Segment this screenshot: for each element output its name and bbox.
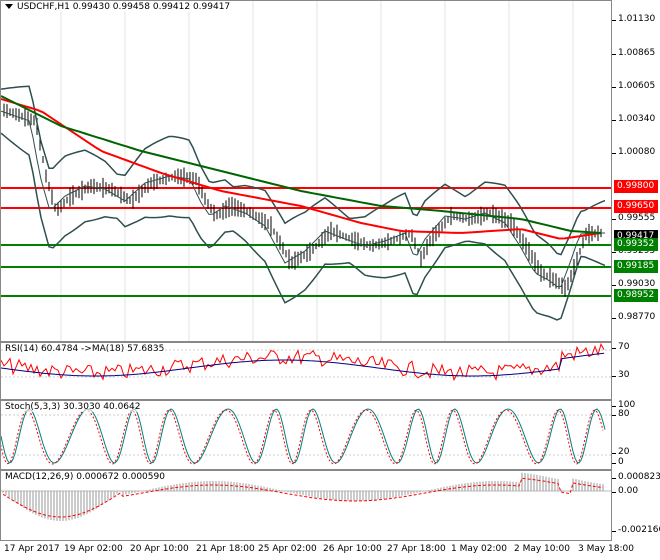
stoch-axis: 100 80 20 0: [611, 400, 660, 470]
symbol-label: USDCHF,H1: [17, 2, 70, 12]
stoch-svg: [1, 408, 611, 465]
macd-axis: 0.000823 0.00 -0.002166: [611, 470, 660, 541]
time-label: 21 Apr 18:00: [196, 544, 255, 554]
macd-signal-line: [2, 477, 604, 518]
time-label: 20 Apr 10:00: [130, 544, 189, 554]
stoch-tick: 20: [611, 447, 630, 457]
macd-title: MACD(12,26,9) 0.000672 0.000590: [5, 472, 165, 482]
stoch-tick: 80: [611, 409, 630, 419]
price-chart-svg: [1, 1, 611, 341]
price-tick: 1.00605: [611, 81, 656, 91]
macd-tick: 0.000823: [612, 472, 660, 482]
macd-svg: [1, 472, 611, 521]
stoch-tick: 0: [612, 457, 624, 467]
ma-green-line: [1, 95, 602, 234]
dropdown-triangle-icon[interactable]: [5, 4, 13, 9]
price-tick: 0.98770: [611, 312, 656, 322]
macd-tick: -0.002166: [611, 525, 660, 535]
time-label: 27 Apr 18:00: [387, 544, 446, 554]
ohlc-values: 0.99430 0.99458 0.99412 0.99417: [72, 2, 231, 12]
time-label: 26 Apr 10:00: [323, 544, 382, 554]
level-tag-4: 0.98952: [614, 289, 658, 302]
price-tick: 0.99030: [611, 279, 656, 289]
stoch-pane[interactable]: Stoch(5,3,3) 30.3030 40.0642: [0, 400, 612, 470]
price-tick: 1.00865: [611, 48, 656, 58]
time-label: 2 May 10:00: [514, 544, 570, 554]
macd-tick: 0.00: [611, 486, 639, 496]
time-label: 17 Apr 2017: [4, 544, 60, 554]
price-tick: 1.00080: [611, 147, 656, 157]
bollinger-upper: [1, 85, 606, 256]
level-tag-3: 0.99185: [614, 260, 658, 273]
price-tick: 0.99555: [611, 213, 656, 223]
stoch-title: Stoch(5,3,3) 30.3030 40.0642: [5, 402, 141, 412]
rsi-line: [1, 343, 605, 382]
rsi-ma-line: [1, 352, 605, 377]
price-tick: 0.99295: [611, 246, 656, 256]
ma-red-line: [1, 98, 602, 240]
rsi-axis: 70 30: [611, 342, 660, 400]
rsi-title: RSI(14) 60.4784 ->MA(18) 57.6835: [5, 344, 165, 354]
price-axis: 1.01130 1.00865 1.00605 1.00340 1.00080 …: [611, 0, 660, 342]
price-chart-pane[interactable]: USDCHF,H1 0.99430 0.99458 0.99412 0.9941…: [0, 0, 612, 342]
time-label: 25 Apr 02:00: [258, 544, 317, 554]
price-tick: 1.00340: [611, 114, 656, 124]
level-tag-0: 0.99800: [614, 180, 658, 193]
stoch-tick: 100: [611, 400, 636, 410]
level-tag-2: 0.99352: [614, 238, 658, 251]
stoch-signal-line: [1, 409, 604, 465]
main-chart-title: USDCHF,H1 0.99430 0.99458 0.99412 0.9941…: [5, 2, 231, 12]
bollinger-lower: [1, 132, 606, 321]
time-label: 19 Apr 02:00: [64, 544, 123, 554]
time-label: 1 May 02:00: [451, 544, 507, 554]
rsi-pane[interactable]: RSI(14) 60.4784 ->MA(18) 57.6835: [0, 342, 612, 400]
macd-pane[interactable]: MACD(12,26,9) 0.000672 0.000590: [0, 470, 612, 541]
bollinger-middle: [1, 110, 605, 288]
rsi-tick: 30: [611, 370, 630, 380]
price-tick: 1.01130: [611, 14, 656, 24]
time-axis: 17 Apr 2017 19 Apr 02:00 20 Apr 10:00 21…: [0, 541, 660, 560]
time-label: 3 May 18:00: [578, 544, 634, 554]
level-tag-1: 0.99650: [614, 200, 658, 213]
rsi-tick: 70: [611, 342, 630, 352]
